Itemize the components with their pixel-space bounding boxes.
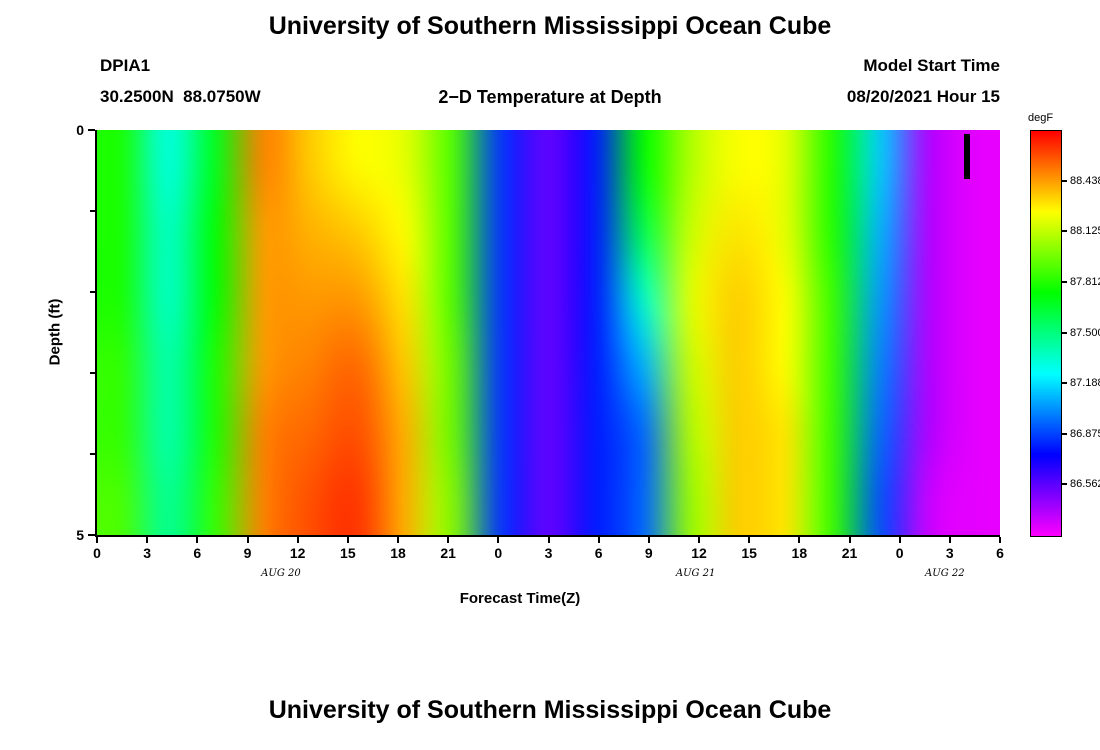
x-tick-label: 6 — [193, 545, 202, 561]
x-tick — [748, 537, 751, 543]
station-coordinates: 30.2500N 88.0750W — [100, 87, 261, 106]
colorbar-tick — [1062, 280, 1067, 283]
model-start-time-value: 08/20/2021 Hour 15 — [846, 87, 1000, 106]
x-tick — [597, 537, 600, 543]
x-tick-label: 3 — [143, 545, 152, 561]
y-tick-label: 0 — [76, 122, 84, 138]
colorbar-tick — [1062, 432, 1067, 435]
colorbar-tick-label: 86.562 — [1070, 478, 1100, 491]
figure-title-bottom: University of Southern Mississippi Ocean… — [268, 696, 832, 724]
x-tick-label: 3 — [945, 545, 954, 561]
x-tick — [898, 537, 901, 543]
x-tick-label: 3 — [544, 545, 553, 561]
y-tick-label: 5 — [76, 527, 84, 543]
x-tick-label: 15 — [340, 545, 356, 561]
x-tick-label: 12 — [691, 545, 707, 561]
x-tick — [196, 537, 199, 543]
x-tick — [296, 537, 299, 543]
y-axis-label: Depth (ft) — [46, 298, 64, 366]
y-tick — [88, 129, 95, 131]
colorbar-tick — [1062, 179, 1067, 182]
x-tick-label: 18 — [390, 545, 406, 561]
x-tick — [848, 537, 851, 543]
colorbar-tick-label: 88.125 — [1070, 225, 1100, 238]
colorbar-unit-label: degF — [1028, 112, 1054, 124]
x-tick-label: 15 — [741, 545, 757, 561]
x-tick — [497, 537, 500, 543]
x-tick-label: 9 — [644, 545, 653, 561]
x-tick-label: 6 — [594, 545, 603, 561]
x-tick-label: 0 — [494, 545, 503, 561]
colorbar-tick-label: 87.500 — [1070, 326, 1100, 339]
x-axis-label: Forecast Time(Z) — [459, 590, 581, 607]
x-tick — [146, 537, 149, 543]
model-start-time-label: Model Start Time — [863, 56, 1000, 75]
colorbar-tick — [1062, 230, 1067, 233]
colorbar-tick-label: 87.812 — [1070, 275, 1100, 288]
x-tick — [948, 537, 951, 543]
x-tick — [96, 537, 98, 543]
x-tick-label: 6 — [996, 545, 1004, 561]
y-axis-line — [95, 130, 97, 537]
x-tick — [547, 537, 550, 543]
date-label: AUG 20 — [261, 568, 301, 579]
y-tick — [88, 534, 95, 536]
x-tick — [346, 537, 349, 543]
x-tick-label: 18 — [791, 545, 808, 561]
x-tick — [798, 537, 801, 543]
x-tick-label: 21 — [440, 545, 456, 561]
x-tick-label: 0 — [93, 545, 101, 561]
x-tick — [447, 537, 450, 543]
colorbar-tick-label: 86.875 — [1070, 427, 1100, 440]
temperature-heatmap-canvas — [97, 130, 1000, 535]
x-tick — [698, 537, 700, 543]
x-axis-line — [95, 535, 1000, 537]
x-tick — [647, 537, 650, 543]
colorbar — [1030, 130, 1062, 537]
colorbar-tick — [1062, 331, 1067, 334]
colorbar-tick — [1062, 382, 1067, 385]
x-tick-label: 9 — [243, 545, 252, 561]
colorbar-tick-label: 88.438 — [1070, 174, 1100, 187]
x-tick — [246, 537, 249, 543]
plot-title: 2−D Temperature at Depth — [438, 87, 662, 107]
x-tick — [999, 537, 1001, 543]
figure-title-top: University of Southern Mississippi Ocean… — [268, 12, 832, 40]
x-tick — [397, 537, 399, 543]
date-label: AUG 22 — [925, 568, 965, 579]
colorbar-tick — [1062, 483, 1067, 486]
date-label: AUG 21 — [675, 568, 716, 579]
station-id: DPIA1 — [100, 56, 151, 75]
colorbar-tick-label: 87.188 — [1070, 377, 1100, 390]
x-tick-label: 0 — [895, 545, 904, 561]
x-tick-label: 12 — [289, 545, 306, 561]
x-tick-label: 21 — [841, 545, 858, 561]
